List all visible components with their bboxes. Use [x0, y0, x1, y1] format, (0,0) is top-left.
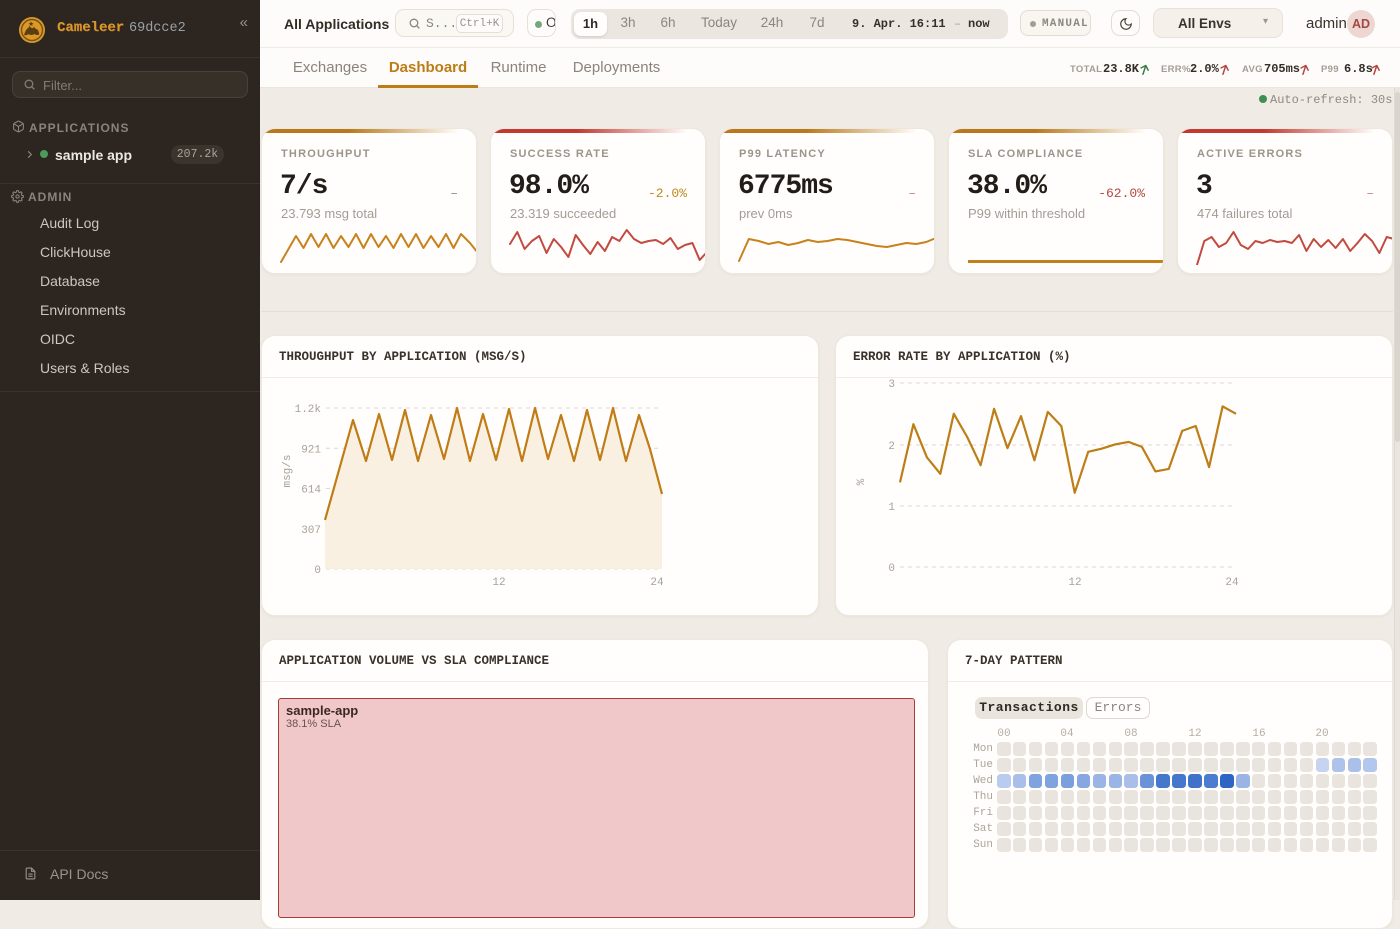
svg-text:921: 921 — [301, 444, 321, 456]
svg-text:1: 1 — [888, 502, 895, 514]
svg-text:0: 0 — [314, 565, 321, 577]
svg-text:msg/s: msg/s — [282, 454, 294, 487]
svg-text:2: 2 — [888, 441, 895, 453]
svg-text:0: 0 — [888, 563, 895, 575]
svg-text:307: 307 — [301, 525, 321, 537]
svg-text:24: 24 — [650, 577, 664, 589]
svg-text:3: 3 — [888, 379, 895, 391]
svg-text:%: % — [856, 478, 868, 485]
svg-text:1.2k: 1.2k — [295, 404, 322, 416]
svg-text:12: 12 — [492, 577, 505, 589]
svg-text:24: 24 — [1225, 577, 1239, 589]
svg-text:614: 614 — [301, 485, 321, 497]
svg-text:12: 12 — [1068, 577, 1081, 589]
